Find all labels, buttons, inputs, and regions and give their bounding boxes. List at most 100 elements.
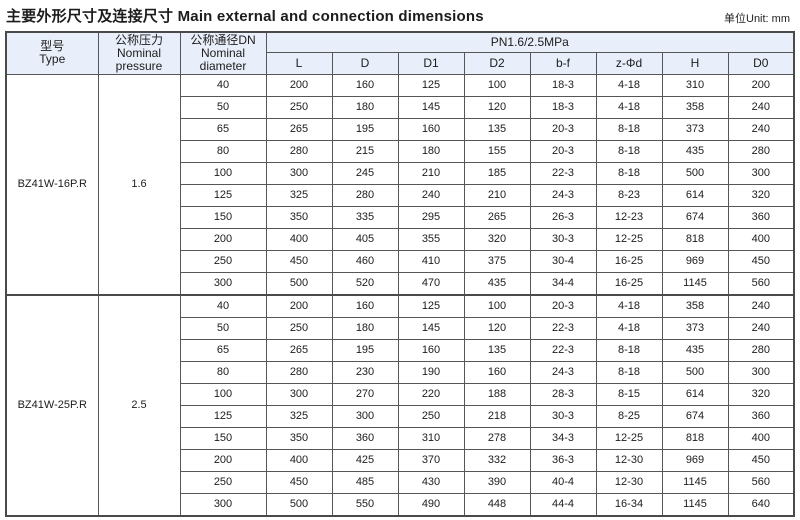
cell-value: 450 xyxy=(727,249,795,273)
cell-value: 320 xyxy=(727,382,795,406)
cell-value: 400 xyxy=(727,426,795,450)
cell-value: 350 xyxy=(265,426,333,450)
cell-value: 12-23 xyxy=(595,205,663,229)
cell-value: 240 xyxy=(727,95,795,119)
cell-value: 8-25 xyxy=(595,404,663,428)
cell-value: 300 xyxy=(727,161,795,185)
cell-value: 360 xyxy=(727,205,795,229)
cell-value: 22-3 xyxy=(529,316,597,340)
cell-value: 8-18 xyxy=(595,161,663,185)
cell-dn: 40 xyxy=(179,73,267,97)
cell-value: 34-3 xyxy=(529,426,597,450)
cell-value: 155 xyxy=(463,139,531,163)
cell-value: 12-25 xyxy=(595,227,663,251)
cell-value: 410 xyxy=(397,249,465,273)
cell-value: 180 xyxy=(331,95,399,119)
cell-dn: 65 xyxy=(179,117,267,141)
dim-col-header: H xyxy=(661,51,729,75)
cell-value: 335 xyxy=(331,205,399,229)
cell-dn: 50 xyxy=(179,95,267,119)
page-title: 主要外形尺寸及连接尺寸 Main external and connection… xyxy=(6,5,484,26)
col-header-type-zh: 型号 xyxy=(40,39,65,54)
cell-type: BZ41W-16P.R xyxy=(5,73,99,295)
cell-value: 34-4 xyxy=(529,271,597,295)
cell-value: 373 xyxy=(661,117,729,141)
cell-dn: 100 xyxy=(179,382,267,406)
cell-value: 12-30 xyxy=(595,448,663,472)
cell-value: 500 xyxy=(265,492,333,516)
cell-value: 435 xyxy=(463,271,531,295)
cell-value: 240 xyxy=(727,316,795,340)
cell-dn: 250 xyxy=(179,470,267,494)
cell-value: 818 xyxy=(661,227,729,251)
cell-value: 120 xyxy=(463,316,531,340)
cell-value: 160 xyxy=(397,338,465,362)
cell-value: 230 xyxy=(331,360,399,384)
table-row: 300 500 550 490 448 44-4 16-34 1145 640 xyxy=(6,492,795,516)
cell-value: 200 xyxy=(265,73,333,97)
cell-dn: 250 xyxy=(179,249,267,273)
cell-dn: 80 xyxy=(179,360,267,384)
cell-value: 160 xyxy=(463,360,531,384)
cell-value: 24-3 xyxy=(529,360,597,384)
cell-value: 218 xyxy=(463,404,531,428)
cell-value: 310 xyxy=(661,73,729,97)
table-row: BZ41W-16P.R 1.6 40 200 160 125 100 18-3 4-18 310 2… xyxy=(5,73,795,295)
col-header-diameter-en: Nominal diameter xyxy=(199,45,247,73)
cell-value: 360 xyxy=(727,404,795,428)
cell-value: 16-25 xyxy=(595,249,663,273)
cell-value: 120 xyxy=(463,95,531,119)
cell-value: 8-15 xyxy=(595,382,663,406)
cell-value: 8-23 xyxy=(595,183,663,207)
cell-value: 135 xyxy=(463,338,531,362)
cell-value: 310 xyxy=(397,426,465,450)
cell-value: 325 xyxy=(265,404,333,428)
cell-value: 4-18 xyxy=(595,73,663,97)
cell-value: 125 xyxy=(397,293,465,318)
unit-label: 单位Unit: mm xyxy=(724,13,790,25)
cell-value: 195 xyxy=(331,117,399,141)
cell-value: 560 xyxy=(727,271,795,295)
cell-value: 145 xyxy=(397,95,465,119)
title-bar: 主要外形尺寸及连接尺寸 Main external and connection… xyxy=(5,3,795,31)
table-row: 150 350 360 310 278 34-3 12-25 818 400 xyxy=(6,426,795,450)
cell-value: 470 xyxy=(397,271,465,295)
cell-value: 325 xyxy=(265,183,333,207)
cell-value: 188 xyxy=(463,382,531,406)
cell-pressure: 1.6 xyxy=(97,73,181,295)
cell-value: 435 xyxy=(661,338,729,362)
cell-value: 295 xyxy=(397,205,465,229)
cell-value: 24-3 xyxy=(529,183,597,207)
table-row: 65 265 195 160 135 20-3 8-18 373 240 xyxy=(6,117,795,141)
cell-value: 265 xyxy=(265,338,333,362)
cell-value: 210 xyxy=(463,183,531,207)
cell-value: 450 xyxy=(727,448,795,472)
cell-value: 375 xyxy=(463,249,531,273)
cell-value: 100 xyxy=(463,293,531,318)
cell-pressure: 2.5 xyxy=(97,293,181,516)
cell-value: 270 xyxy=(331,382,399,406)
cell-value: 240 xyxy=(727,117,795,141)
cell-value: 160 xyxy=(331,293,399,318)
cell-value: 220 xyxy=(397,382,465,406)
cell-dn: 80 xyxy=(179,139,267,163)
cell-value: 332 xyxy=(463,448,531,472)
cell-value: 4-18 xyxy=(595,95,663,119)
cell-value: 370 xyxy=(397,448,465,472)
col-header-pressure-en: Nominal pressure xyxy=(115,45,163,73)
cell-value: 320 xyxy=(727,183,795,207)
cell-value: 500 xyxy=(661,360,729,384)
dim-col-header: z-Φd xyxy=(595,51,663,75)
col-header-diameter: 公称通径DN Nominal diameter xyxy=(179,31,267,75)
cell-value: 28-3 xyxy=(529,382,597,406)
cell-dn: 65 xyxy=(179,338,267,362)
cell-value: 26-3 xyxy=(529,205,597,229)
cell-value: 614 xyxy=(661,183,729,207)
cell-dn: 40 xyxy=(179,293,267,318)
table-row: 65 265 195 160 135 22-3 8-18 435 280 xyxy=(6,338,795,362)
cell-dn: 300 xyxy=(179,492,267,516)
cell-value: 358 xyxy=(661,293,729,318)
cell-value: 145 xyxy=(397,316,465,340)
cell-value: 818 xyxy=(661,426,729,450)
cell-value: 373 xyxy=(661,316,729,340)
